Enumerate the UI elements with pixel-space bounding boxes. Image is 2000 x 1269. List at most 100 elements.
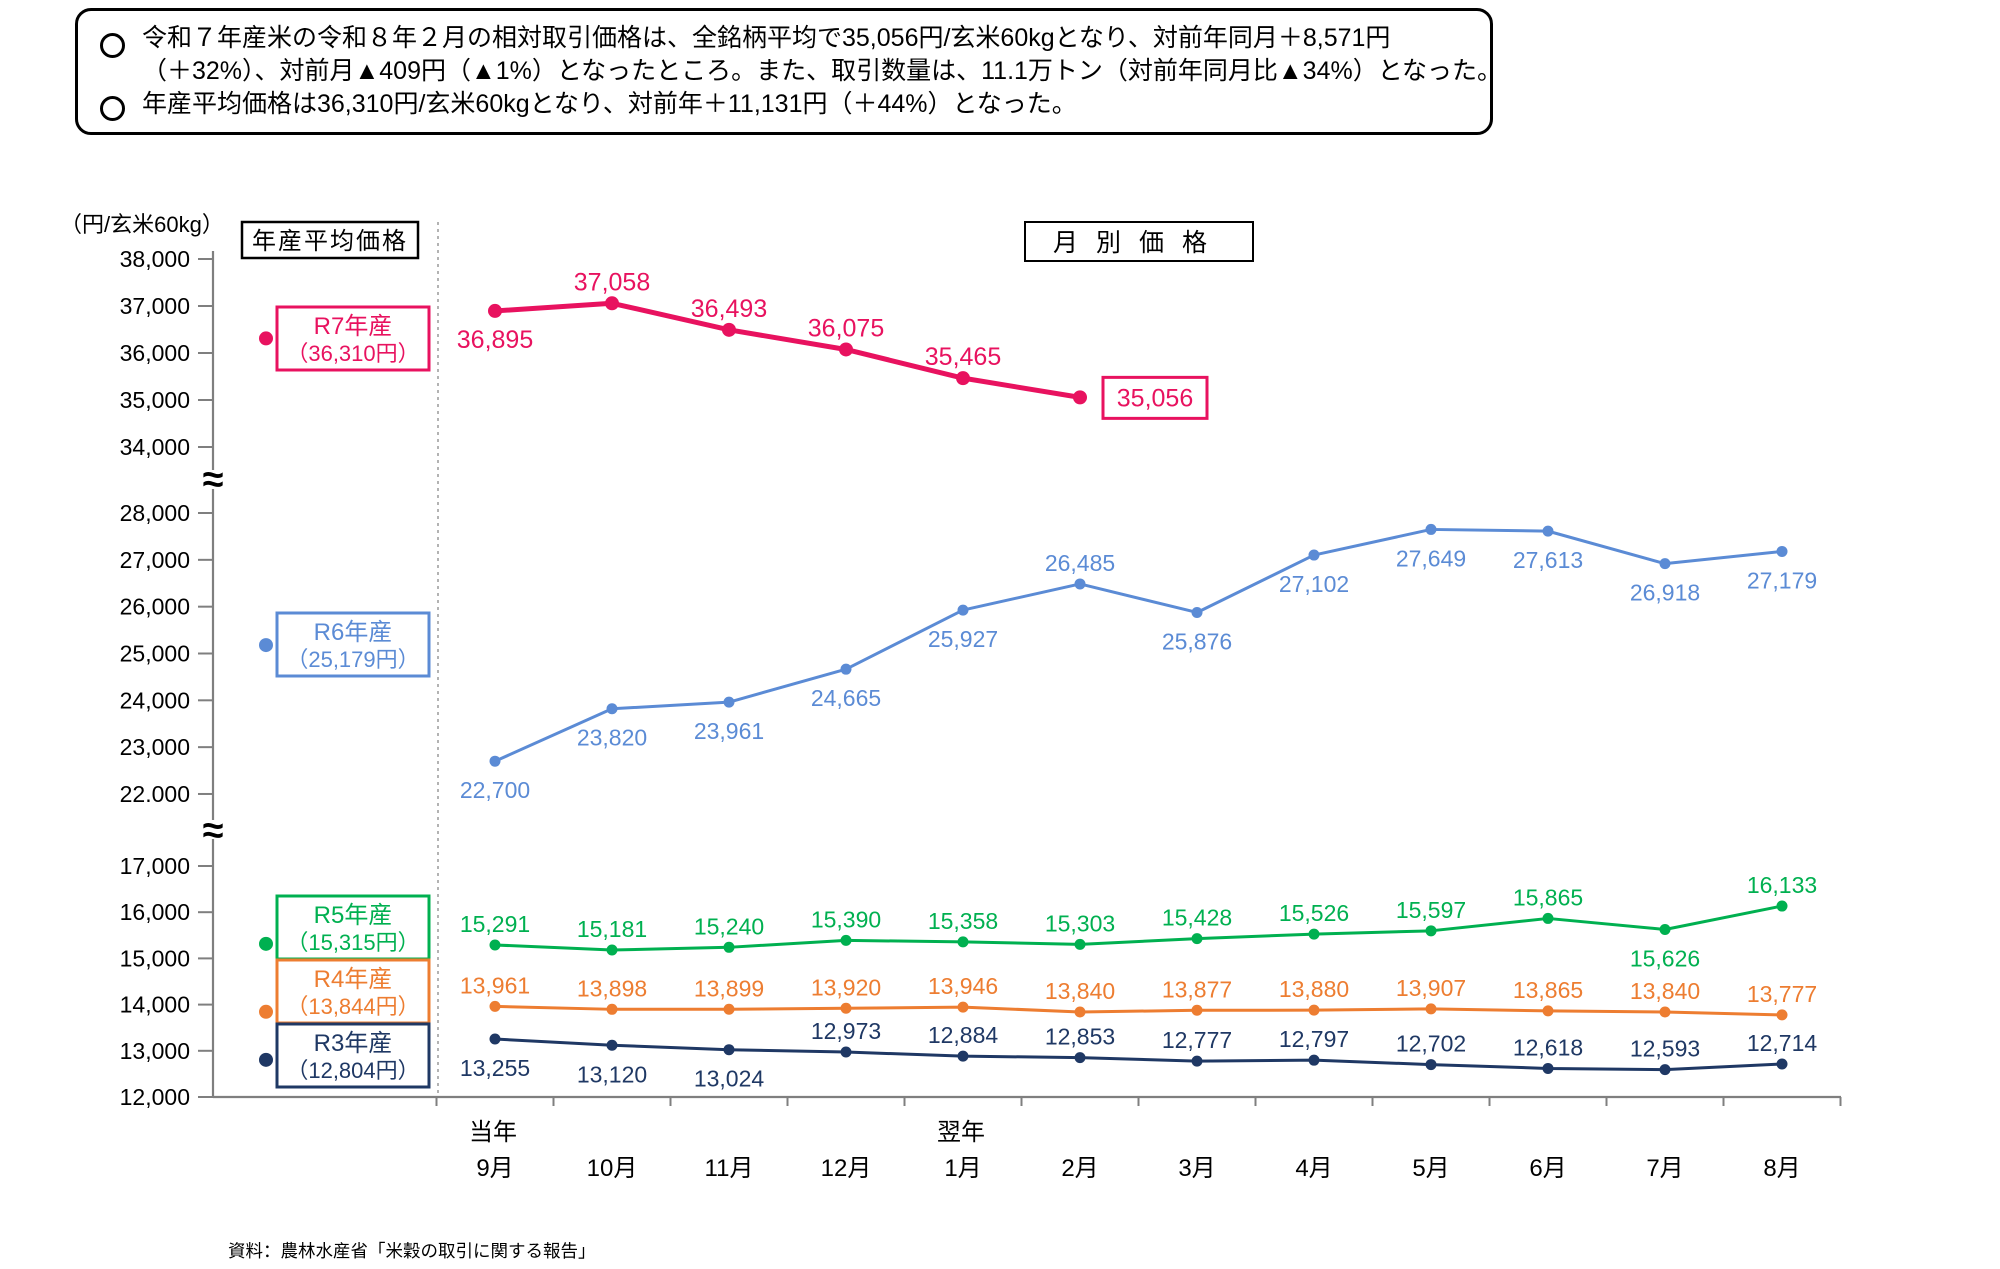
- data-point-r4: [1776, 1009, 1788, 1021]
- axis-break-icon: ≈: [203, 810, 224, 852]
- data-point-r5: [840, 934, 852, 946]
- y-tick-label: 28,000: [120, 500, 190, 526]
- data-label-r7: 36,493: [691, 295, 767, 323]
- data-label-r6: 26,918: [1630, 580, 1700, 606]
- data-label-r5: 16,133: [1747, 872, 1817, 898]
- data-point-r5: [1074, 938, 1086, 950]
- y-tick-label: 23,000: [120, 734, 190, 760]
- x-month-label: 5月: [1412, 1155, 1449, 1182]
- x-month-label: 12月: [821, 1155, 872, 1182]
- data-label-r4: 13,920: [811, 974, 881, 1000]
- x-month-label: 7月: [1646, 1155, 1683, 1182]
- data-point-r4: [1542, 1005, 1554, 1017]
- data-label-r7: 36,075: [808, 314, 884, 342]
- data-point-r6: [840, 663, 852, 675]
- x-month-label: 6月: [1529, 1155, 1566, 1182]
- data-label-r5: 15,181: [577, 916, 647, 942]
- data-point-r6: [1776, 545, 1788, 557]
- data-label-r3: 12,593: [1630, 1036, 1700, 1062]
- boxed-label-frame-r7: [1101, 375, 1209, 420]
- data-label-r3: 12,714: [1747, 1030, 1818, 1056]
- monthly-price-title-box: [1024, 221, 1254, 262]
- summary-box: 令和７年産米の令和８年２月の相対取引価格は、全銘柄平均で35,056円/玄米60…: [75, 8, 1502, 135]
- data-point-r5: [1776, 900, 1788, 912]
- data-point-r5: [1425, 925, 1437, 937]
- y-tick-label: 15,000: [120, 945, 190, 971]
- data-point-r4: [1074, 1006, 1086, 1018]
- bullet-circle-icon: [100, 33, 125, 58]
- legend-name-r5: R5年産: [314, 902, 393, 929]
- y-tick-label: 26,000: [120, 594, 190, 620]
- annual-average-title-box: [240, 220, 420, 260]
- data-point-r4: [1425, 1003, 1437, 1015]
- data-label-r7: 36,895: [457, 326, 533, 354]
- y-tick-label: 37,000: [120, 293, 190, 319]
- average-dot-r3: [259, 1052, 273, 1067]
- data-point-r5: [489, 939, 501, 951]
- legend-name-r7: R7年産: [314, 313, 393, 340]
- data-label-r3: 13,120: [577, 1061, 647, 1087]
- legend-average-r4: （13,844円）: [286, 994, 419, 1019]
- data-label-r6: 27,179: [1747, 567, 1817, 593]
- bullet-circle-icon: [100, 96, 125, 121]
- data-point-r3: [1659, 1064, 1671, 1076]
- data-point-r4: [1191, 1004, 1203, 1016]
- series-line-r4: [493, 1004, 1784, 1017]
- y-tick-label: 36,000: [120, 340, 190, 366]
- data-point-r7: [722, 322, 736, 337]
- y-tick-label: 25,000: [120, 640, 190, 666]
- x-month-label: 4月: [1295, 1155, 1332, 1182]
- data-point-r3: [840, 1046, 852, 1058]
- data-point-r6: [723, 696, 735, 708]
- monthly-price-title: 月別価格: [1053, 229, 1225, 257]
- data-label-r4: 13,946: [928, 973, 998, 999]
- data-point-r5: [957, 936, 969, 948]
- data-point-r6: [1308, 549, 1320, 561]
- data-label-r3: 13,255: [460, 1055, 530, 1081]
- data-label-r6: 26,485: [1045, 550, 1115, 576]
- legend-box-r3: [275, 1022, 431, 1089]
- data-label-r3: 12,797: [1279, 1026, 1349, 1052]
- data-label-r4: 13,840: [1045, 978, 1115, 1004]
- data-label-r3: 12,884: [928, 1022, 999, 1048]
- legend-name-r3: R3年産: [314, 1030, 393, 1057]
- x-month-label: 1月: [944, 1155, 981, 1182]
- legend-average-r3: （12,804円）: [286, 1058, 419, 1083]
- x-month-label: 8月: [1763, 1155, 1800, 1182]
- data-label-r3: 12,777: [1162, 1027, 1232, 1053]
- data-label-r6: 23,820: [577, 725, 647, 751]
- data-label-r7: 35,465: [925, 343, 1001, 371]
- data-point-r4: [1659, 1006, 1671, 1018]
- data-label-r5: 15,240: [694, 913, 764, 939]
- legend-average-r6: （25,179円）: [286, 647, 419, 672]
- data-label-r3: 12,853: [1045, 1024, 1115, 1050]
- legend-box-r4: [275, 958, 431, 1025]
- data-point-r7: [488, 303, 502, 318]
- x-year-label-next: 翌年: [937, 1119, 985, 1146]
- x-month-label: 2月: [1061, 1155, 1098, 1182]
- data-point-r4: [840, 1002, 852, 1014]
- data-point-r6: [606, 703, 618, 715]
- summary-bullet-1: 令和７年産米の令和８年２月の相対取引価格は、全銘柄平均で35,056円/玄米60…: [142, 22, 1502, 88]
- data-label-r4: 13,898: [577, 975, 647, 1001]
- data-label-r4: 13,899: [694, 975, 764, 1001]
- data-point-r3: [1191, 1055, 1203, 1067]
- series-line-r3: [493, 1037, 1784, 1072]
- series-line-r7: [492, 300, 1083, 400]
- data-label-r4: 13,840: [1630, 978, 1700, 1004]
- source-note: 資料：農林水産省「米穀の取引に関する報告」: [228, 1241, 596, 1261]
- data-label-r5: 15,390: [811, 906, 881, 932]
- data-point-r5: [723, 941, 735, 953]
- data-label-r6: 23,961: [694, 718, 764, 744]
- data-label-r5: 15,597: [1396, 897, 1466, 923]
- data-label-r4: 13,865: [1513, 977, 1583, 1003]
- legend-box-r6: [275, 611, 431, 678]
- data-label-r5: 15,865: [1513, 884, 1583, 910]
- data-label-r4: 13,907: [1396, 975, 1466, 1001]
- annual-average-title: 年産平均価格: [252, 228, 408, 255]
- data-label-r5: 15,291: [460, 911, 530, 937]
- data-point-r3: [489, 1033, 501, 1045]
- axis-break-icon: ≈: [203, 459, 224, 501]
- y-tick-label: 34,000: [120, 434, 190, 460]
